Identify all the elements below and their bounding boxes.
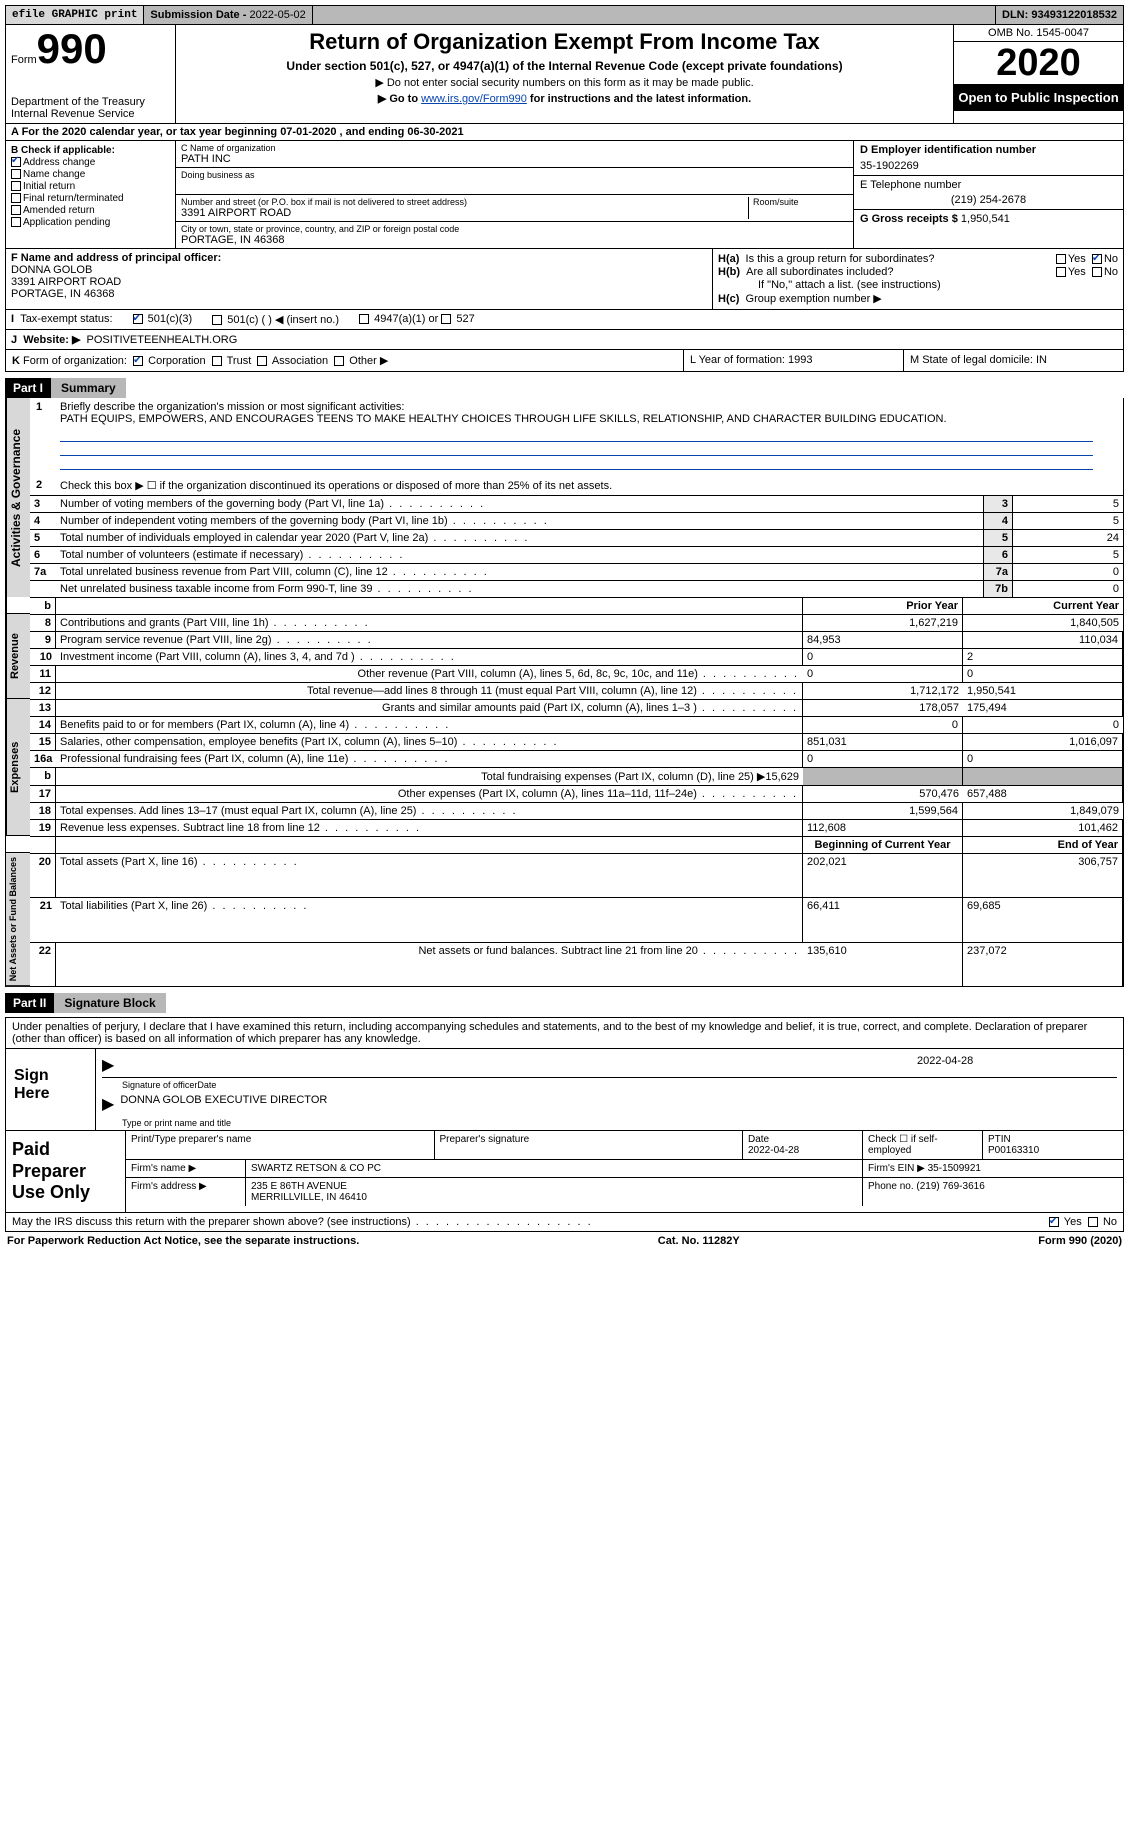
chk-corp[interactable] [133, 356, 143, 366]
row-i-tax-status: I Tax-exempt status: 501(c)(3) 501(c) ( … [5, 310, 1124, 330]
city-state-zip: PORTAGE, IN 46368 [181, 234, 848, 246]
form-number: 990 [37, 25, 107, 72]
sig-date: 2022-04-28 [917, 1055, 1117, 1075]
chk-initial-return[interactable] [11, 181, 21, 191]
chk-amended-return[interactable] [11, 205, 21, 215]
col-b-checkboxes: B Check if applicable: Address change Na… [6, 141, 176, 248]
part-i-title: Summary [51, 378, 126, 398]
chk-4947[interactable] [359, 314, 369, 324]
ag-line: 3 Number of voting members of the govern… [30, 495, 1123, 512]
efile-print-button[interactable]: efile GRAPHIC print [6, 6, 144, 24]
chk-other[interactable] [334, 356, 344, 366]
form-header: Form990 Department of the Treasury Inter… [5, 25, 1124, 124]
ag-line: 7a Total unrelated business revenue from… [30, 563, 1123, 580]
chk-hb-yes[interactable] [1056, 267, 1066, 277]
part-ii-title: Signature Block [54, 993, 165, 1013]
chk-name-change[interactable] [11, 169, 21, 179]
form-subtitle: Under section 501(c), 527, or 4947(a)(1)… [182, 59, 947, 73]
chk-501c[interactable] [212, 315, 222, 325]
street-address: 3391 AIRPORT ROAD [181, 207, 748, 219]
row-k-l-m: K Form of organization: Corporation Trus… [5, 350, 1124, 372]
ag-line: Net unrelated business taxable income fr… [30, 580, 1123, 597]
gross-receipts: 1,950,541 [961, 213, 1010, 225]
section-b-to-g: B Check if applicable: Address change Na… [5, 141, 1124, 249]
ein: 35-1902269 [860, 160, 1117, 172]
website: POSITIVETEENHEALTH.ORG [87, 334, 238, 346]
paid-prep-label: Paid Preparer Use Only [6, 1131, 126, 1212]
year-formation: L Year of formation: 1993 [683, 350, 903, 371]
chk-trust[interactable] [212, 356, 222, 366]
discuss-row: May the IRS discuss this return with the… [5, 1213, 1124, 1232]
chk-ha-no[interactable] [1092, 254, 1102, 264]
part-i-body: Activities & Governance 1 Briefly descri… [5, 398, 1124, 987]
signature-block: Under penalties of perjury, I declare th… [5, 1017, 1124, 1213]
org-name: PATH INC [181, 153, 848, 165]
col-c-org-info: C Name of organization PATH INC Doing bu… [176, 141, 853, 248]
principal-officer: F Name and address of principal officer:… [6, 249, 713, 309]
chk-final-return[interactable] [11, 193, 21, 203]
chk-discuss-no[interactable] [1088, 1217, 1098, 1227]
chk-address-change[interactable] [11, 157, 21, 167]
paid-preparer: Paid Preparer Use Only Print/Type prepar… [6, 1130, 1123, 1212]
page-footer: For Paperwork Reduction Act Notice, see … [5, 1232, 1124, 1250]
header-right: OMB No. 1545-0047 2020 Open to Public In… [953, 25, 1123, 123]
row-a-tax-year: A For the 2020 calendar year, or tax yea… [5, 124, 1124, 141]
section-h: H(a) Is this a group return for subordin… [713, 249, 1123, 309]
department-label: Department of the Treasury Internal Reve… [11, 96, 170, 120]
part-i: Part ISummary [5, 372, 1124, 398]
chk-527[interactable] [441, 314, 451, 324]
header-left: Form990 Department of the Treasury Inter… [6, 25, 176, 123]
chk-ha-yes[interactable] [1056, 254, 1066, 264]
part-i-header: Part I [5, 378, 51, 398]
omb-number: OMB No. 1545-0047 [954, 25, 1123, 42]
firm-ein: 35-1509921 [928, 1163, 981, 1174]
submission-date: Submission Date - 2022-05-02 [144, 6, 312, 24]
sign-here-label: Sign Here [6, 1049, 96, 1130]
state-domicile: M State of legal domicile: IN [903, 350, 1123, 371]
col-d-e-g: D Employer identification number 35-1902… [853, 141, 1123, 248]
chk-app-pending[interactable] [11, 217, 21, 227]
form-title: Return of Organization Exempt From Incom… [182, 29, 947, 55]
chk-assoc[interactable] [257, 356, 267, 366]
firm-name: SWARTZ RETSON & CO PC [246, 1160, 863, 1177]
chk-discuss-yes[interactable] [1049, 1217, 1059, 1227]
section-f-h: F Name and address of principal officer:… [5, 249, 1124, 310]
perjury-statement: Under penalties of perjury, I declare th… [6, 1018, 1123, 1049]
officer-name: DONNA GOLOB EXECUTIVE DIRECTOR [120, 1094, 1117, 1114]
ag-line: 4 Number of independent voting members o… [30, 512, 1123, 529]
part-ii: Part IISignature Block [5, 987, 1124, 1013]
form-note2: ▶ Go to www.irs.gov/Form990 for instruct… [182, 92, 947, 105]
open-inspection: Open to Public Inspection [954, 84, 1123, 111]
form990-link[interactable]: www.irs.gov/Form990 [421, 93, 527, 105]
financial-table: bPrior YearCurrent YearRevenue8Contribut… [6, 597, 1123, 986]
top-bar: efile GRAPHIC print Submission Date - 20… [5, 5, 1124, 25]
form-label: Form [11, 54, 37, 66]
ag-line: 6 Total number of volunteers (estimate i… [30, 546, 1123, 563]
form-note1: ▶ Do not enter social security numbers o… [182, 76, 947, 89]
header-middle: Return of Organization Exempt From Incom… [176, 25, 953, 123]
chk-501c3[interactable] [133, 314, 143, 324]
firm-phone: (219) 769-3616 [916, 1181, 984, 1192]
ptin: P00163310 [988, 1145, 1039, 1156]
row-j-website: J Website: ▶ POSITIVETEENHEALTH.ORG [5, 330, 1124, 350]
ag-line: 5 Total number of individuals employed i… [30, 529, 1123, 546]
tax-year: 2020 [954, 42, 1123, 84]
part-ii-header: Part II [5, 993, 54, 1013]
mission-text: PATH EQUIPS, EMPOWERS, AND ENCOURAGES TE… [60, 413, 947, 425]
phone: (219) 254-2678 [860, 194, 1117, 206]
dln: DLN: 93493122018532 [995, 6, 1123, 24]
chk-hb-no[interactable] [1092, 267, 1102, 277]
vtab-activities: Activities & Governance [6, 398, 30, 597]
